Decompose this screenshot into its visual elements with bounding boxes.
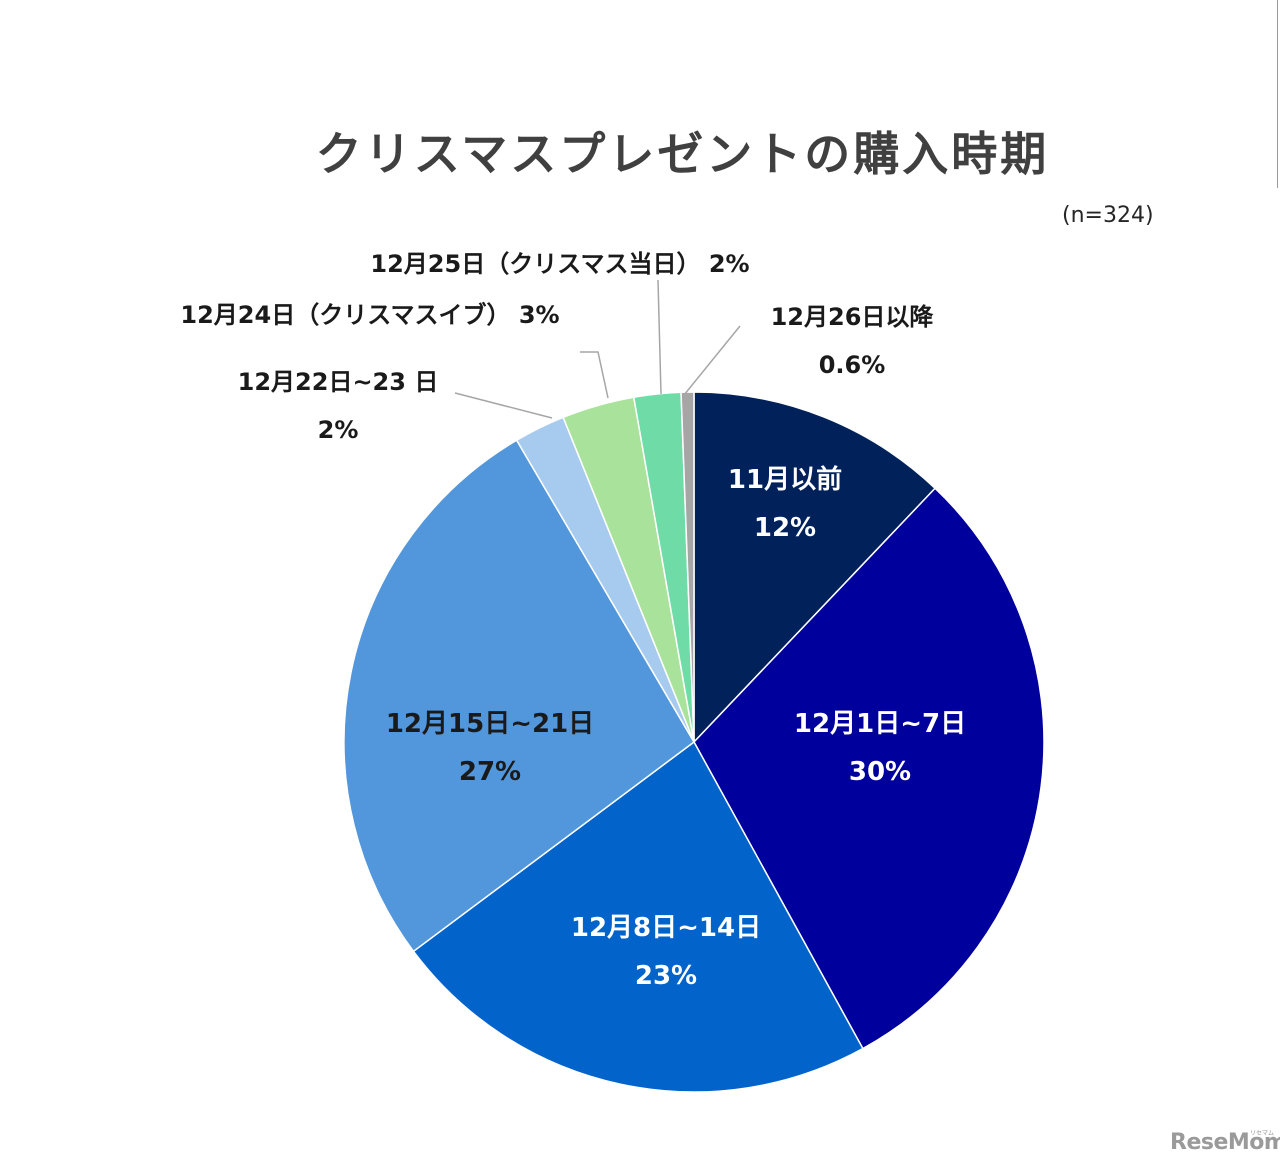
slice-value-7: 0.6%: [819, 351, 886, 379]
chart-title: クリスマスプレゼントの購入時期: [315, 127, 1050, 181]
pie-slice-3: [343, 439, 695, 953]
resemom-logo: ReseMom: [1170, 1130, 1280, 1155]
pie-slice-7: [680, 391, 695, 743]
leader-line-7: [683, 325, 741, 396]
leader-line-6: [657, 279, 662, 395]
pie-slice-2: [412, 740, 864, 1093]
pie-slice-1: [693, 487, 1045, 1050]
leader-line-4: [454, 392, 553, 419]
resemom-logo-subtext: リセマム: [1250, 1130, 1275, 1137]
sample-size-note: (n=324): [1062, 203, 1154, 228]
leader-lines: [454, 279, 741, 419]
slice-value-1: 30%: [849, 757, 911, 787]
slice-label-2: 12月8日~14日: [571, 913, 761, 943]
pie-slice-0: [693, 391, 937, 744]
slice-label-1: 12月1日~7日: [794, 709, 966, 739]
slice-labels: 11月以前 12% 12月1日~7日 30% 12月8日~14日 23% 12月15日~21…: [180, 250, 966, 991]
slice-label-4: 12月22日~23 日: [238, 368, 439, 396]
slice-label-3: 12月15日~21日: [386, 709, 594, 739]
slice-value-4: 2%: [318, 416, 359, 444]
slice-label-5: 12月24日（クリスマスイブ） 3%: [180, 301, 559, 329]
slice-value-3: 27%: [459, 757, 521, 787]
slice-label-7: 12月26日以降: [771, 303, 935, 331]
right-edge-line: [1277, 0, 1278, 188]
slice-label-0: 11月以前: [728, 464, 842, 495]
slice-value-0: 12%: [754, 513, 816, 543]
pie-slices: [343, 391, 1045, 1093]
slice-value-2: 23%: [635, 961, 697, 991]
leader-line-5: [580, 351, 609, 399]
slice-label-6: 12月25日（クリスマス当日） 2%: [370, 250, 749, 278]
